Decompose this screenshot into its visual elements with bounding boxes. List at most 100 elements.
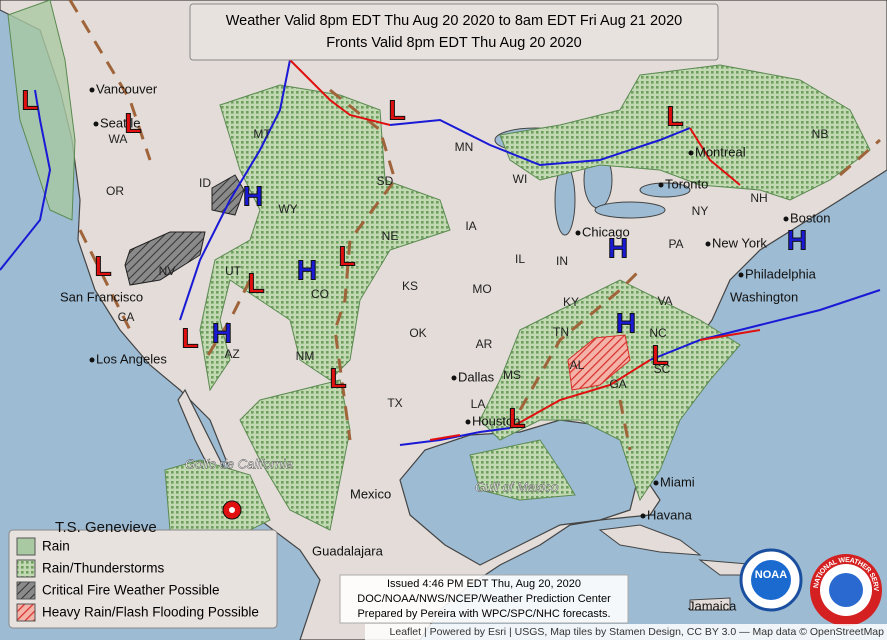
state-label: NY [692,204,709,218]
state-label: NM [296,349,315,363]
rain-area [7,0,76,221]
city-label: New York [712,235,767,250]
city-label: Chicago [582,224,630,239]
city-label: Mexico [350,486,391,501]
state-label: IL [515,252,525,266]
city-dot [783,216,789,222]
tropical-storm-symbol [222,500,242,520]
pressure-center: L [94,250,111,281]
pressure-center: L [329,362,346,393]
city-label: Miami [660,474,695,489]
state-label: IN [556,254,568,268]
legend-swatch [16,581,36,600]
city-label: Guadalajara [312,543,384,558]
state-label: NE [382,229,399,243]
state-label: PA [668,237,683,251]
state-label: IA [465,219,476,233]
state-label: MO [472,282,491,296]
labels: Vancouver Seattle San Francisco Los Angeles… [21,81,831,613]
pressure-center: H [787,224,807,255]
city-dot [89,87,95,93]
noaa-logo-text: NOAA [755,569,787,581]
state-label: NV [159,264,176,278]
city-label: Jamaica [688,598,737,613]
city-dot [640,513,646,519]
state-label: CA [118,310,135,324]
city-dot [465,419,471,425]
state-label: AZ [224,347,239,361]
city-label: Dallas [458,369,495,384]
state-label: KY [563,295,579,309]
city-label: Boston [790,210,830,225]
state-label: OK [409,326,426,340]
city-label: Montreal [695,144,746,159]
city-label: Philadelphia [745,266,817,281]
state-label: ID [199,176,211,190]
pressure-center: H [243,180,263,211]
state-label: TX [387,396,402,410]
state-label: MN [455,140,474,154]
pressure-center: L [388,94,405,125]
state-label: CO [311,287,329,301]
pressure-center: H [608,232,628,263]
state-label: SD [377,174,394,188]
fronts [0,59,881,446]
city-dot [738,272,744,278]
city-dot [658,182,664,188]
subtitle: Fronts Valid 8pm EDT Thu Aug 20 2020 [326,35,582,51]
city-dot [688,150,694,156]
legend-label: Rain [42,539,70,554]
state-label: WI [513,172,528,186]
pressure-center: L [508,402,525,433]
state-label: MS [503,368,521,382]
city-label: Seattle [100,115,140,130]
pressure-center: L [666,100,683,131]
legend-label: Critical Fire Weather Possible [42,583,220,598]
pressure-center: H [616,307,636,338]
city-label: Vancouver [96,81,158,96]
title: Weather Valid 8pm EDT Thu Aug 20 2020 to… [226,13,683,29]
fire-weather-area [124,174,245,286]
state-label: OR [106,184,124,198]
pressure-center: H [212,317,232,348]
pressure-center: L [21,84,38,115]
pressure-center: L [181,322,198,353]
city-label: Los Angeles [96,351,167,366]
state-label: WY [278,202,297,216]
city-label: Havana [647,507,693,522]
state-label: AR [476,337,493,351]
issued-text: Prepared by Pereira with WPC/SPC/NHC for… [357,608,610,620]
state-label: WA [109,132,128,146]
attribution-bar [365,624,887,640]
pressure-center: L [124,107,141,138]
state-label: TN [553,325,569,339]
state-label: UT [225,264,242,278]
issued-text: Issued 4:46 PM EDT Thu, Aug 20, 2020 [387,578,581,590]
attribution[interactable]: Leaflet | Powered by Esri | USGS, Map ti… [390,626,885,638]
issued-text: DOC/NOAA/NWS/NCEP/Weather Prediction Cen… [357,593,611,605]
water-label: Gulf of Mexico [475,479,558,494]
pressure-center: L [247,267,264,298]
state-label: AL [570,358,585,372]
rain-thunderstorm-areas [164,64,871,541]
issued-box [339,574,629,624]
legend-swatch [16,603,36,622]
legend-box [8,529,278,629]
state-label: NH [750,191,767,205]
city-dot [705,241,711,247]
city-dot [575,230,581,236]
state-label: NC [649,326,667,340]
state-label: MT [253,127,271,141]
pressure-center: L [338,240,355,271]
water-label: Golfo de California [185,456,293,471]
pressure-center: H [297,254,317,285]
troughs [68,0,881,451]
city-dot [653,480,659,486]
city-label: Washington [730,289,798,304]
city-label: San Francisco [60,289,143,304]
city-dot [89,357,95,363]
legend-swatch [16,559,36,578]
city-label: Toronto [665,176,708,191]
noaa-logo [751,560,791,600]
